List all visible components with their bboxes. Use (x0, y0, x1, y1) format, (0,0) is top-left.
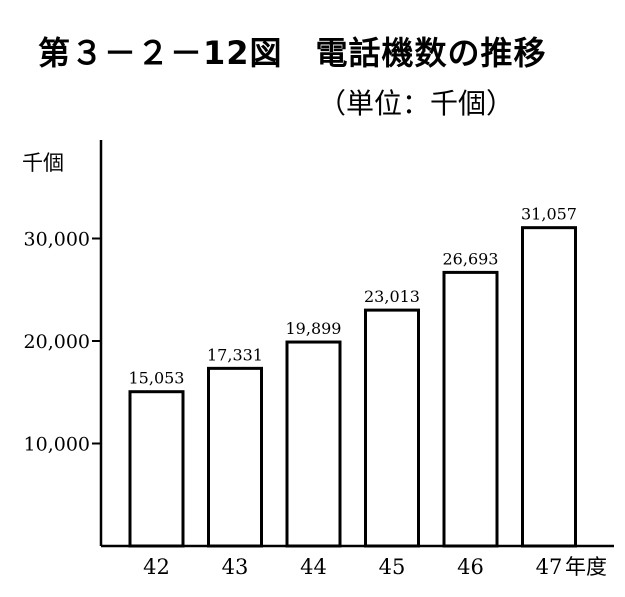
x-axis-unit-label: 年度 (565, 555, 607, 579)
bar (285, 340, 342, 548)
bar (521, 226, 577, 548)
bar-value-label: 17,331 (207, 345, 263, 364)
bar (364, 308, 420, 548)
chart-subtitle: （単位：千個） (318, 87, 515, 120)
y-tick-label: 20,000 (24, 331, 90, 353)
y-axis-unit-label: 千個 (22, 151, 64, 175)
bar (128, 390, 185, 548)
x-tick-label: 46 (457, 555, 484, 579)
bar-value-label: 31,057 (521, 205, 577, 224)
bar (442, 270, 499, 548)
x-tick-label: 44 (300, 555, 327, 579)
chart-title: 第３－２－12図 電話機数の推移 (38, 34, 547, 72)
bar-value-label: 23,013 (364, 287, 420, 306)
y-tick-label: 10,000 (24, 434, 90, 456)
bar-value-label: 15,053 (129, 369, 185, 388)
x-tick-label: 42 (143, 555, 170, 579)
x-tick-label: 47 (536, 555, 563, 579)
x-tick-label: 43 (222, 555, 249, 579)
x-tick-label: 45 (379, 555, 406, 579)
bar-value-label: 26,693 (443, 249, 499, 268)
bar (207, 366, 263, 548)
y-tick-label: 30,000 (24, 229, 90, 251)
bar-value-label: 19,899 (286, 319, 342, 338)
